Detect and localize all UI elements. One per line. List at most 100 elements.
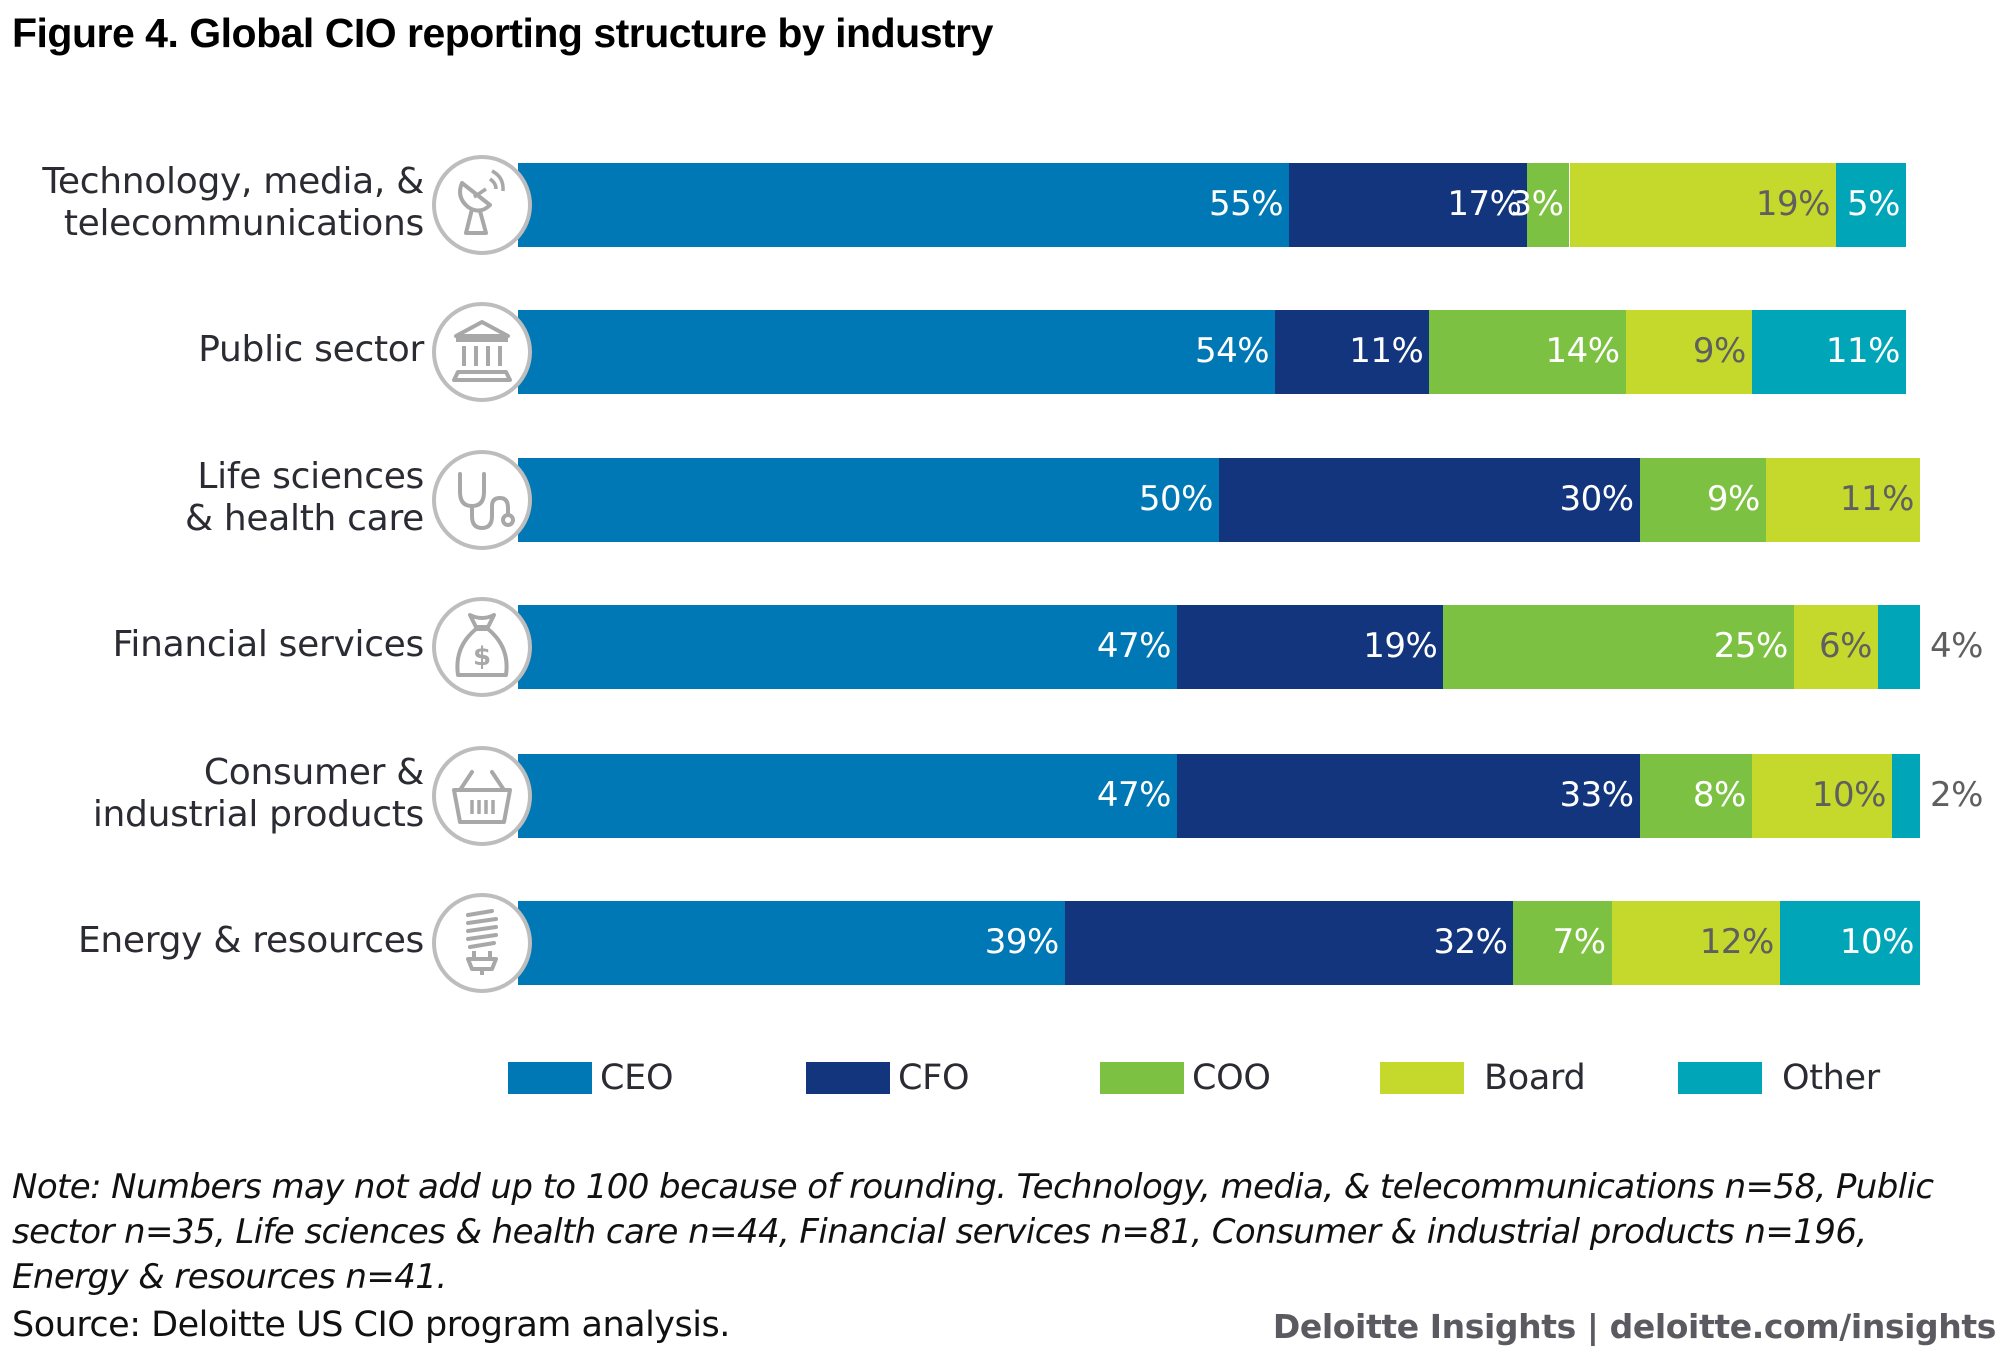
bar-segment-coo [1639, 754, 1752, 838]
legend-swatch [508, 1062, 592, 1094]
data-label: 30% [1559, 479, 1635, 519]
data-label: 6% [1819, 626, 1872, 666]
data-label: 55% [1209, 184, 1284, 224]
category-label: Energy & resources [78, 920, 424, 962]
legend-swatch [1380, 1062, 1464, 1094]
chart-source: Source: Deloitte US CIO program analysis… [12, 1305, 730, 1345]
legend-item-coo: COO [1100, 1058, 1271, 1098]
shopping-basket-icon [430, 744, 534, 848]
data-label: 12% [1699, 922, 1775, 962]
bar-row: 47% 19% 25% 6% 4% [518, 605, 1983, 689]
legend-item-ceo: CEO [508, 1058, 674, 1098]
data-label: 39% [984, 922, 1060, 962]
chart-note: Note: Numbers may not add up to 100 beca… [12, 1167, 1934, 1297]
data-label: 10% [1839, 922, 1915, 962]
bar-segment-cfo [1219, 458, 1640, 542]
data-label: 54% [1195, 331, 1270, 371]
category-label-line: Life sciences [197, 456, 424, 497]
bar-segment-other [1877, 605, 1920, 689]
data-label: 2% [1930, 775, 1983, 815]
data-label: 11% [1825, 331, 1901, 371]
data-label: 47% [1096, 775, 1172, 815]
category-label-line: telecommunications [63, 203, 424, 244]
category-label-line: Energy & resources [77, 920, 424, 961]
government-building-icon [430, 300, 534, 404]
data-label: 10% [1811, 775, 1887, 815]
stethoscope-icon [430, 448, 534, 552]
bar-segment-coo [1443, 605, 1794, 689]
legend-item-board: Board [1380, 1058, 1586, 1098]
category-label: Public sector [198, 329, 424, 371]
bar-segment-board [1625, 310, 1752, 394]
data-label: 50% [1138, 479, 1214, 519]
category-label-line: Technology, media, & [42, 161, 424, 202]
category-label: Consumer & industrial products [93, 752, 424, 836]
money-bag-icon: $ [430, 595, 534, 699]
bar-segment-cfo [1064, 901, 1514, 985]
category-label-line: Public sector [198, 329, 424, 370]
legend-label: COO [1192, 1058, 1271, 1098]
bar-segment-cfo [1289, 163, 1528, 247]
legend-item-other: Other [1678, 1058, 1880, 1098]
data-label: 25% [1713, 626, 1789, 666]
bar-segment-board [1793, 605, 1878, 689]
bar-segment-ceo [518, 310, 1276, 394]
category-label: Financial services [112, 624, 425, 666]
legend-swatch [1100, 1062, 1184, 1094]
data-label: 9% [1706, 479, 1760, 519]
data-label: 32% [1433, 922, 1508, 962]
bar-segment-board [1765, 458, 1920, 542]
bar-segment-coo [1639, 458, 1766, 542]
data-label: 4% [1930, 626, 1983, 666]
chart-credit: Deloitte Insights | deloitte.com/insight… [1272, 1307, 1997, 1346]
data-label: 17% [1447, 184, 1522, 224]
satellite-dish-icon [430, 153, 534, 257]
bar-segment-ceo [518, 901, 1065, 985]
category-label-line: industrial products [92, 794, 424, 835]
bar-segment-cfo [1275, 310, 1430, 394]
bar-segment-cfo [1176, 754, 1640, 838]
data-label: 19% [1363, 626, 1438, 666]
bar-row: 54% 11% 14% 9% 11% [518, 310, 1920, 394]
bar-segment-board [1751, 754, 1892, 838]
legend-label: CFO [898, 1058, 970, 1098]
bar-segment-board [1569, 163, 1836, 247]
bar-row: 50% 30% 9% 11% [518, 458, 1920, 542]
data-label: 8% [1692, 775, 1746, 815]
category-label: Life sciences & health care [185, 456, 424, 540]
category-label-line: Financial services [112, 624, 425, 665]
bar-row: 47% 33% 8% 10% 2% [518, 754, 1983, 838]
bar-segment-ceo [518, 754, 1177, 838]
data-label: 11% [1349, 331, 1424, 371]
chart-title: Figure 4. Global CIO reporting structure… [12, 10, 993, 56]
bar-row: 39% 32% 7% 12% 10% [518, 901, 1920, 985]
light-bulb-icon [430, 891, 534, 995]
data-label: 19% [1755, 184, 1831, 224]
data-label: 5% [1847, 184, 1900, 224]
bar-segment-ceo [518, 458, 1219, 542]
legend-label: CEO [600, 1058, 674, 1098]
bar-segment-other [1751, 310, 1906, 394]
data-label: 11% [1839, 479, 1915, 519]
bar-segment-other [1891, 754, 1920, 838]
legend-swatch [1678, 1062, 1762, 1094]
bar-segment-coo [1513, 901, 1612, 985]
svg-text:$: $ [473, 642, 491, 672]
data-label: 14% [1545, 331, 1621, 371]
bar-row: 55% 17% 3% 19% 5% [518, 163, 1920, 247]
bar-segment-ceo [518, 605, 1177, 689]
data-label: 7% [1552, 922, 1606, 962]
category-label: Technology, media, & telecommunications [42, 161, 424, 245]
legend-label: Board [1484, 1058, 1586, 1098]
category-label-line: & health care [184, 498, 424, 539]
bar-segment-board [1611, 901, 1780, 985]
legend-swatch [806, 1062, 890, 1094]
bar-segment-cfo [1176, 605, 1444, 689]
legend: CEO CFO COO Board Other [0, 1058, 2000, 1098]
bar-segment-other [1779, 901, 1920, 985]
data-label: 9% [1692, 331, 1746, 371]
data-label: 3% [1510, 184, 1564, 224]
legend-label: Other [1782, 1058, 1880, 1098]
bar-segment-ceo [518, 163, 1290, 247]
data-label: 47% [1096, 626, 1172, 666]
